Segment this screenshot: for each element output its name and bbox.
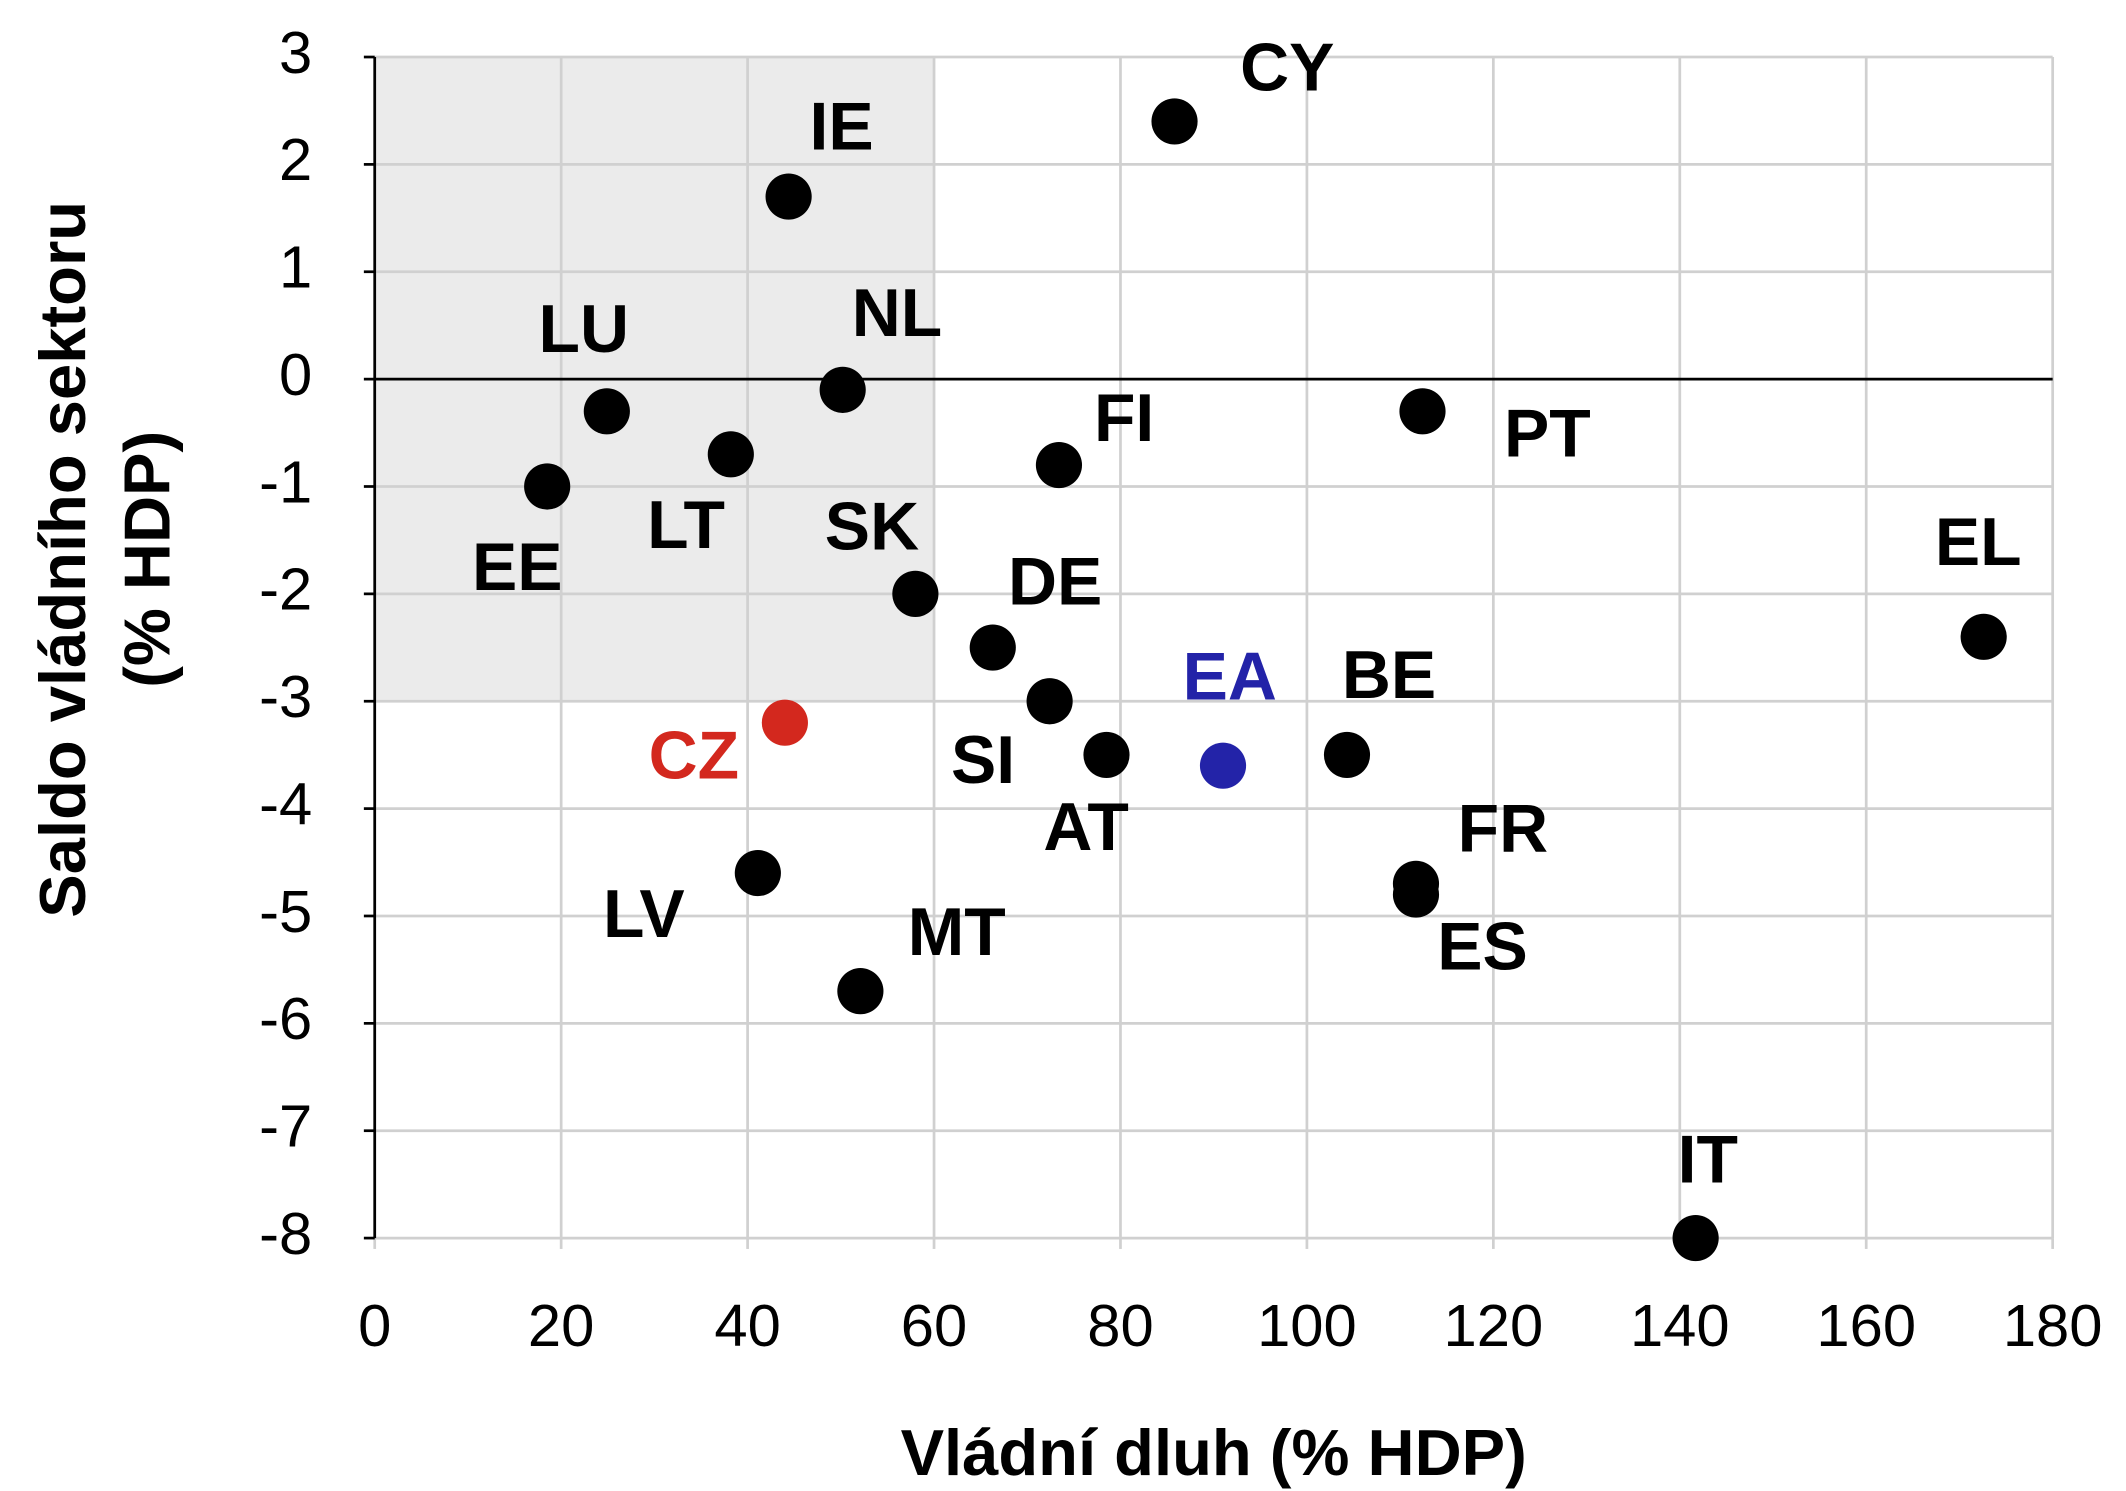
point [765, 173, 812, 220]
y-axis-title: Saldo vládního sektoru [26, 201, 99, 918]
point [1323, 731, 1371, 779]
point [707, 431, 754, 478]
x-tick-label: 80 [1087, 1292, 1153, 1359]
point-label: LT [647, 488, 725, 563]
y-tick-label: 0 [279, 341, 312, 408]
point [1026, 678, 1073, 725]
point-label: LU [539, 292, 629, 367]
point-label: IT [1678, 1123, 1738, 1198]
point-label: DE [1008, 544, 1102, 619]
x-tick-label: 60 [901, 1292, 967, 1359]
y-tick-label: -5 [259, 878, 312, 945]
point-label: AT [1043, 790, 1128, 865]
point [1399, 388, 1446, 435]
x-tick-label: 160 [1816, 1292, 1916, 1359]
point [1672, 1215, 1719, 1262]
point-label: MT [908, 895, 1006, 970]
point-label: SI [951, 723, 1015, 798]
point [969, 624, 1016, 671]
x-tick-label: 0 [358, 1292, 391, 1359]
point-label: FR [1458, 791, 1548, 866]
point-label: PT [1504, 396, 1591, 471]
point [524, 463, 571, 510]
point [1151, 98, 1198, 145]
y-tick-label: -6 [259, 985, 312, 1052]
point-label: BE [1342, 638, 1436, 713]
point [837, 968, 884, 1015]
y-tick-label: -1 [259, 448, 312, 515]
point-label: CZ [649, 719, 739, 794]
y-tick-label: -8 [259, 1200, 312, 1267]
y-axis-title: (% HDP) [110, 431, 183, 688]
point-label: NL [852, 276, 942, 351]
point [892, 570, 939, 617]
y-tick-label: 1 [279, 234, 312, 301]
x-tick-label: 180 [2003, 1292, 2103, 1359]
point-label: EL [1935, 505, 2022, 580]
x-tick-label: 40 [714, 1292, 780, 1359]
x-tick-label: 140 [1630, 1292, 1730, 1359]
point-label: FI [1094, 381, 1154, 456]
point [1199, 742, 1247, 789]
point-label: SK [825, 489, 919, 564]
point [583, 388, 630, 435]
point-label: EE [472, 530, 563, 605]
x-tick-label: 100 [1257, 1292, 1357, 1359]
y-tick-label: -2 [259, 556, 312, 623]
x-axis-title: Vládní dluh (% HDP) [901, 1416, 1527, 1489]
y-tick-label: -4 [259, 770, 312, 837]
point [1083, 731, 1130, 779]
x-tick-label: 120 [1444, 1292, 1544, 1359]
x-tick-label: 20 [528, 1292, 594, 1359]
point [819, 366, 866, 413]
point-label: ES [1437, 909, 1528, 984]
point [761, 699, 808, 746]
point [1392, 871, 1440, 918]
y-tick-label: -3 [259, 663, 312, 730]
point-label: CY [1240, 30, 1334, 105]
y-tick-label: 2 [279, 126, 312, 193]
point-label: IE [809, 89, 873, 164]
y-tick-label: 3 [279, 19, 312, 86]
point [1035, 441, 1083, 489]
y-tick-label: -7 [259, 1092, 312, 1159]
point [1960, 613, 2007, 660]
point-label: LV [603, 877, 685, 952]
point-label: EA [1183, 639, 1277, 714]
point [734, 849, 781, 897]
